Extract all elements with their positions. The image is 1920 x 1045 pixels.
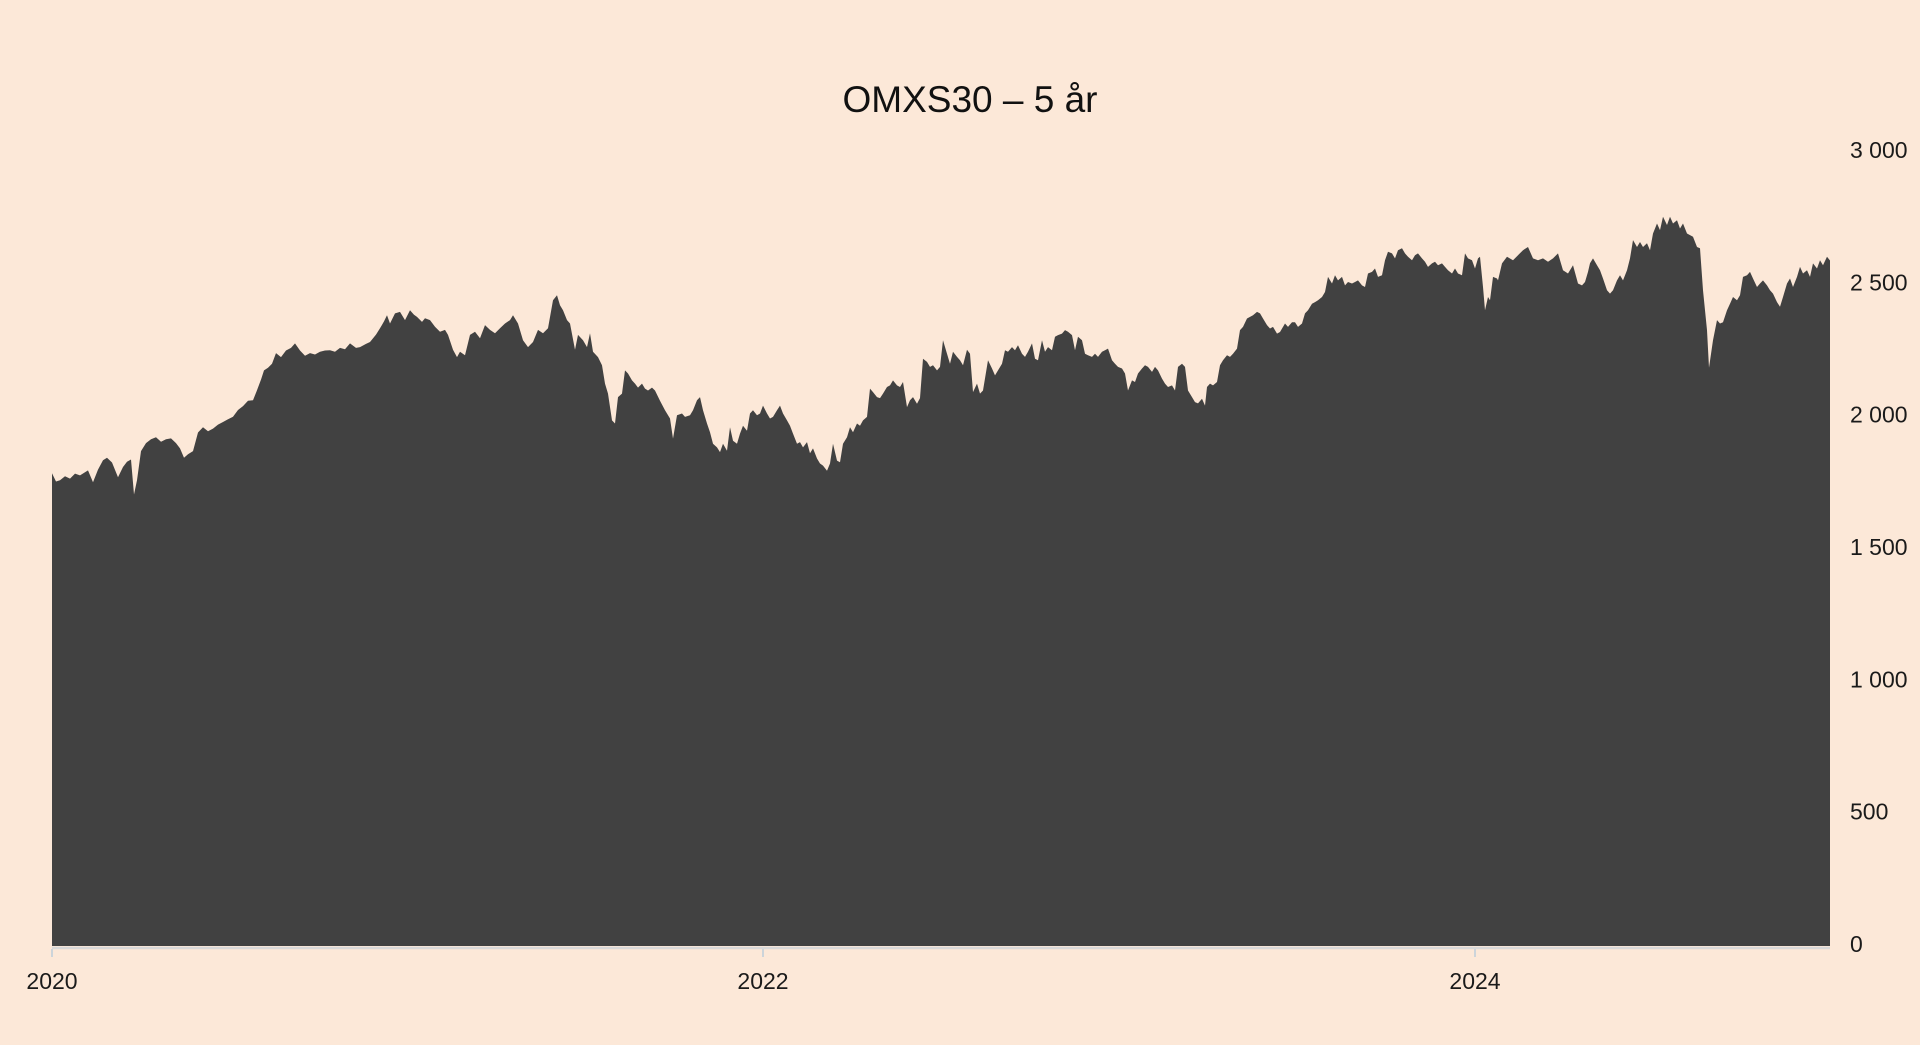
y-axis-tick-label: 500 xyxy=(1850,799,1888,825)
y-axis-tick-label: 2 500 xyxy=(1850,269,1908,295)
y-axis-tick-label: 1 000 xyxy=(1850,666,1908,692)
y-axis-tick-label: 1 500 xyxy=(1850,534,1908,560)
y-axis-tick-label: 0 xyxy=(1850,931,1863,957)
x-axis-tick-label: 2024 xyxy=(1449,968,1500,994)
area-series xyxy=(52,216,1830,947)
x-axis-tick-label: 2022 xyxy=(737,968,788,994)
x-axis-tick-label: 2020 xyxy=(26,968,77,994)
y-axis-tick-label: 2 000 xyxy=(1850,402,1908,428)
y-axis-labels: 0 500 1 000 1 500 2 000 2 500 3 000 xyxy=(1850,137,1908,957)
x-axis-labels: 2020 2022 2024 xyxy=(26,968,1500,994)
x-axis-ticks xyxy=(51,949,1476,957)
chart-title: OMXS30 – 5 år xyxy=(842,79,1097,120)
y-axis-tick-label: 3 000 xyxy=(1850,137,1908,163)
